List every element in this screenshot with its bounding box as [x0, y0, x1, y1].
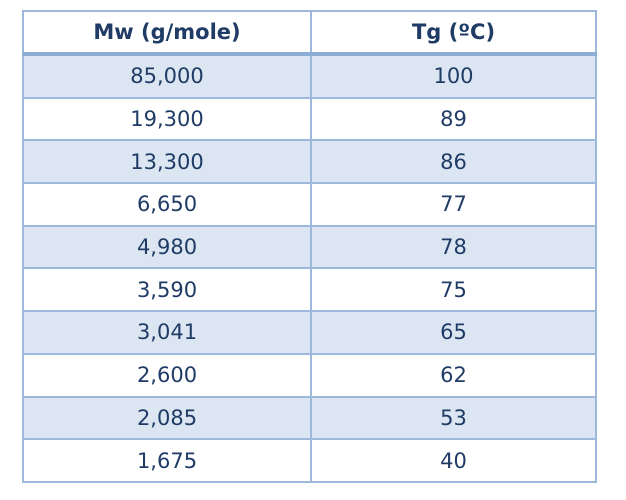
table-cell: 78 — [310, 224, 597, 270]
table-cell: 53 — [310, 395, 597, 441]
header-cell: Mw (g/mole) — [22, 10, 312, 56]
table-cell: 77 — [310, 182, 597, 227]
table-row: 85,000 100 — [22, 53, 597, 99]
table-cell: 75 — [310, 267, 597, 313]
table-row: 6,650 77 — [22, 182, 597, 227]
table-cell: 3,041 — [22, 310, 312, 355]
table-cell: 1,675 — [22, 438, 312, 483]
header-cell: Tg (ºC) — [310, 10, 597, 56]
table-cell: 100 — [310, 53, 597, 99]
table-row: 1,675 40 — [22, 438, 597, 483]
table-cell: 40 — [310, 438, 597, 483]
table-cell: 6,650 — [22, 182, 312, 227]
table-cell: 13,300 — [22, 139, 312, 185]
table-body: 85,000 100 19,300 89 13,300 86 6,650 77 4,980 78 3… — [22, 53, 597, 483]
table-row: 2,085 53 — [22, 395, 597, 441]
table-cell: 65 — [310, 310, 597, 355]
table-row: 13,300 86 — [22, 139, 597, 185]
table-row: 19,300 89 — [22, 96, 597, 142]
table-cell: 89 — [310, 96, 597, 142]
header-row: Mw (g/mole) Tg (ºC) — [22, 10, 597, 56]
table-row: 3,041 65 — [22, 310, 597, 355]
data-table: Mw (g/mole) Tg (ºC) 85,000 100 19,300 89 13,… — [22, 10, 597, 483]
table-row: 4,980 78 — [22, 224, 597, 270]
table-container: Mw (g/mole) Tg (ºC) 85,000 100 19,300 89 13,… — [22, 10, 597, 483]
table-cell: 62 — [310, 352, 597, 398]
table-row: 2,600 62 — [22, 352, 597, 398]
table-cell: 4,980 — [22, 224, 312, 270]
table-cell: 86 — [310, 139, 597, 185]
table-cell: 2,600 — [22, 352, 312, 398]
table-cell: 85,000 — [22, 53, 312, 99]
table-cell: 2,085 — [22, 395, 312, 441]
table-row: 3,590 75 — [22, 267, 597, 313]
table-cell: 3,590 — [22, 267, 312, 313]
table-cell: 19,300 — [22, 96, 312, 142]
